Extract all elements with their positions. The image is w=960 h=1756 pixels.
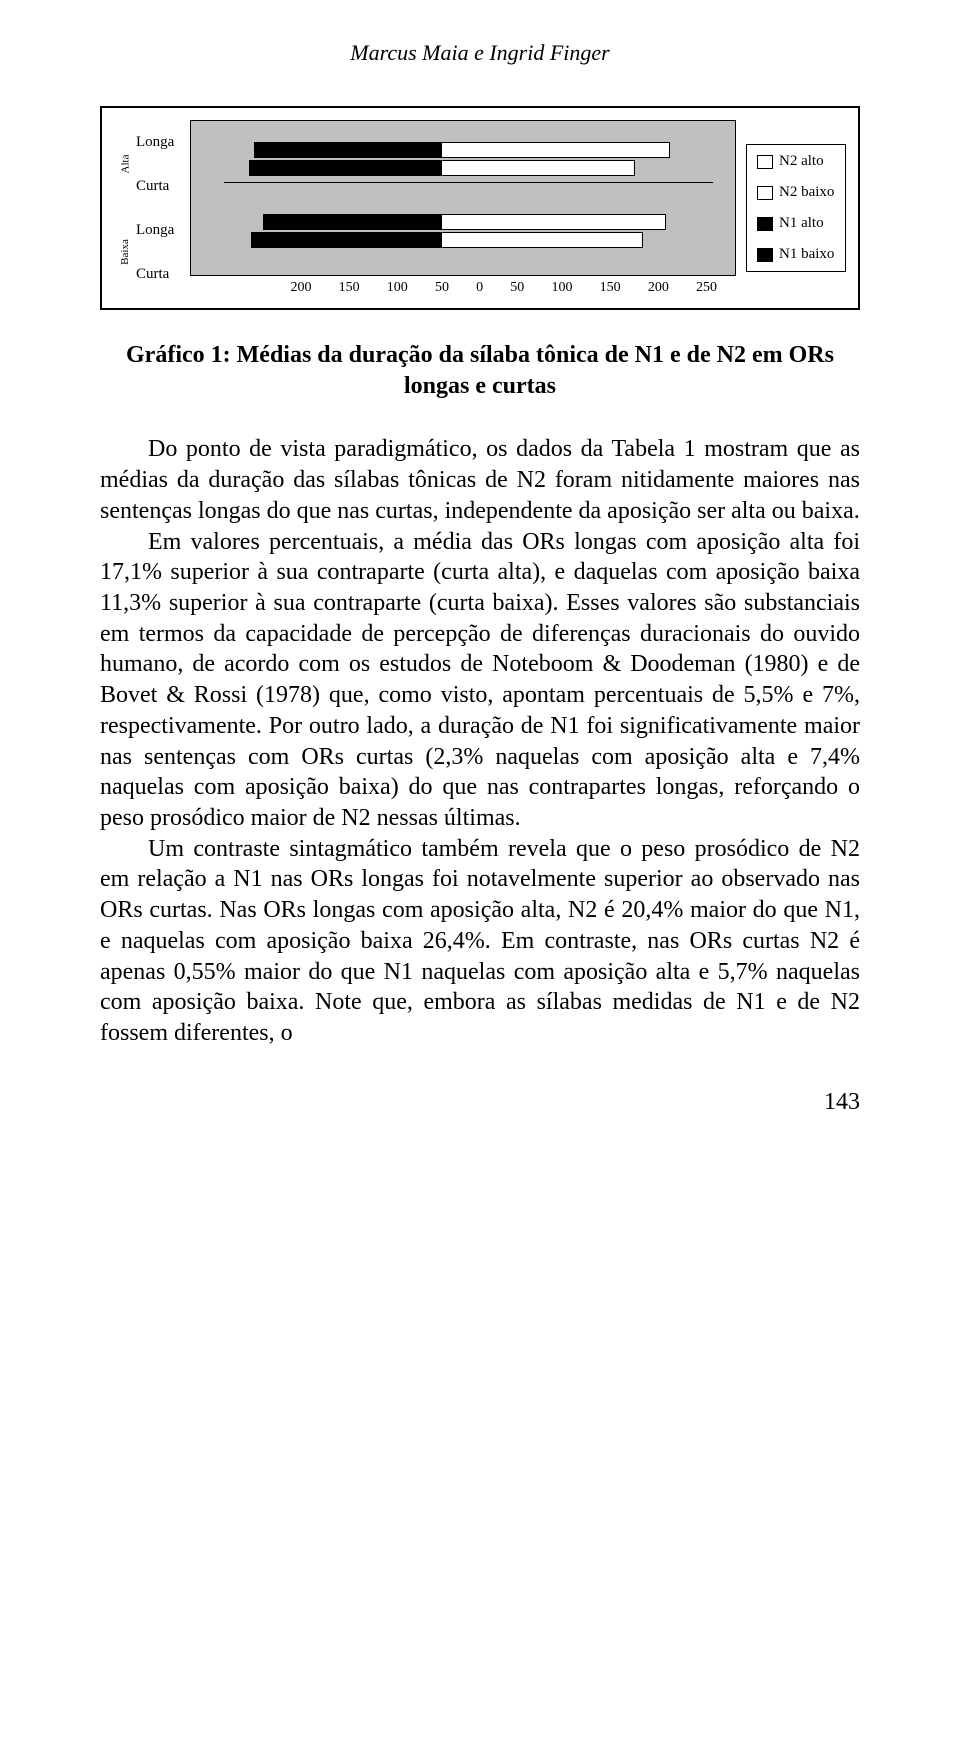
x-tick: 50 (510, 280, 524, 296)
paragraph-1: Do ponto de vista paradigmático, os dado… (100, 434, 860, 526)
chart-legend: N2 alto N2 baixo N1 alto N1 baixo (746, 144, 846, 272)
legend-item-2: N1 alto (757, 215, 835, 232)
bar-group (224, 214, 714, 254)
authors-text: Marcus Maia e Ingrid Finger (350, 40, 609, 65)
page-number-text: 143 (824, 1089, 860, 1115)
y-cat-1: Curta (136, 178, 169, 195)
plot-area (190, 120, 736, 276)
y-group-labels: Alta Baixa (114, 120, 136, 296)
bar-negative (263, 214, 441, 230)
x-tick: 200 (648, 280, 669, 296)
bars-wrap (224, 127, 714, 269)
bar-row (224, 142, 714, 158)
chart-container: Alta Baixa Longa Curta Longa Curta 200 15… (100, 106, 860, 310)
bar-positive (441, 214, 666, 230)
legend-swatch-0 (757, 155, 773, 169)
legend-swatch-3 (757, 248, 773, 262)
bar-row (224, 160, 714, 176)
x-tick: 150 (339, 280, 360, 296)
legend-item-1: N2 baixo (757, 184, 835, 201)
y-category-labels: Longa Curta Longa Curta (136, 120, 186, 296)
figure-caption: Gráfico 1: Médias da duração da sílaba t… (100, 340, 860, 402)
x-tick: 250 (696, 280, 717, 296)
legend-swatch-1 (757, 186, 773, 200)
x-tick: 100 (387, 280, 408, 296)
x-tick: 200 (290, 280, 311, 296)
y-group-alta: Alta (119, 155, 131, 174)
bar-row (224, 232, 714, 248)
chart-left: Alta Baixa Longa Curta Longa Curta 200 15… (114, 120, 736, 296)
body-text: Do ponto de vista paradigmático, os dado… (100, 434, 860, 1048)
legend-label-2: N1 alto (779, 215, 824, 232)
x-tick: 150 (600, 280, 621, 296)
x-tick: 0 (476, 280, 483, 296)
legend-item-3: N1 baixo (757, 246, 835, 263)
bar-negative (249, 160, 442, 176)
bar-group (224, 142, 714, 183)
x-tick: 100 (551, 280, 572, 296)
paragraph-3: Um contraste sintagmático também revela … (100, 834, 860, 1049)
legend-label-0: N2 alto (779, 153, 824, 170)
y-cat-2: Longa (136, 222, 174, 239)
caption-text: Gráfico 1: Médias da duração da sílaba t… (126, 342, 834, 399)
bar-positive (441, 232, 642, 248)
bar-positive (441, 160, 635, 176)
x-tick: 50 (435, 280, 449, 296)
bar-negative (254, 142, 441, 158)
page-number: 143 (100, 1089, 860, 1116)
bar-negative (251, 232, 441, 248)
y-cat-3: Curta (136, 266, 169, 283)
bar-row (224, 214, 714, 230)
legend-swatch-2 (757, 217, 773, 231)
legend-label-1: N2 baixo (779, 184, 834, 201)
x-axis: 200 150 100 50 0 50 100 150 200 250 (262, 280, 736, 296)
y-cat-0: Longa (136, 134, 174, 151)
bar-positive (441, 142, 669, 158)
legend-item-0: N2 alto (757, 153, 835, 170)
y-group-baixa: Baixa (119, 239, 131, 265)
page-header: Marcus Maia e Ingrid Finger (100, 40, 860, 66)
legend-label-3: N1 baixo (779, 246, 834, 263)
paragraph-2: Em valores percentuais, a média das ORs … (100, 527, 860, 834)
